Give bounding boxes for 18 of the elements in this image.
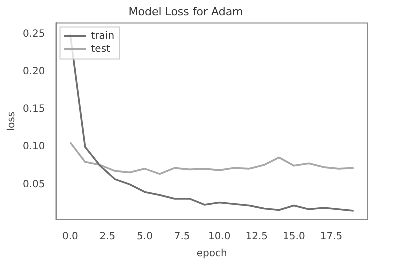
x-tick-label: 0.0 xyxy=(62,232,78,243)
y-tick-label: 0.10 xyxy=(23,142,46,153)
x-tick-label: 2.5 xyxy=(100,232,116,243)
y-tick-label: 0.20 xyxy=(23,66,46,78)
x-tick-label: 5.0 xyxy=(137,232,153,243)
y-tick-label: 0.25 xyxy=(23,29,46,40)
x-tick-label: 12.5 xyxy=(246,232,268,243)
legend-label: test xyxy=(91,44,111,55)
y-axis-title: loss xyxy=(6,112,18,132)
y-tick-label: 0.05 xyxy=(23,179,46,190)
legend-label: train xyxy=(91,30,115,42)
x-axis-title: epoch xyxy=(196,248,228,260)
y-tick-label: 0.15 xyxy=(23,104,46,116)
x-tick-label: 7.5 xyxy=(174,232,190,243)
x-tick-label: 10.0 xyxy=(208,232,231,243)
x-tick-label: 17.5 xyxy=(320,232,343,243)
chart-title: Model Loss for Adam xyxy=(128,5,244,18)
x-tick-label: 15.0 xyxy=(283,232,306,243)
